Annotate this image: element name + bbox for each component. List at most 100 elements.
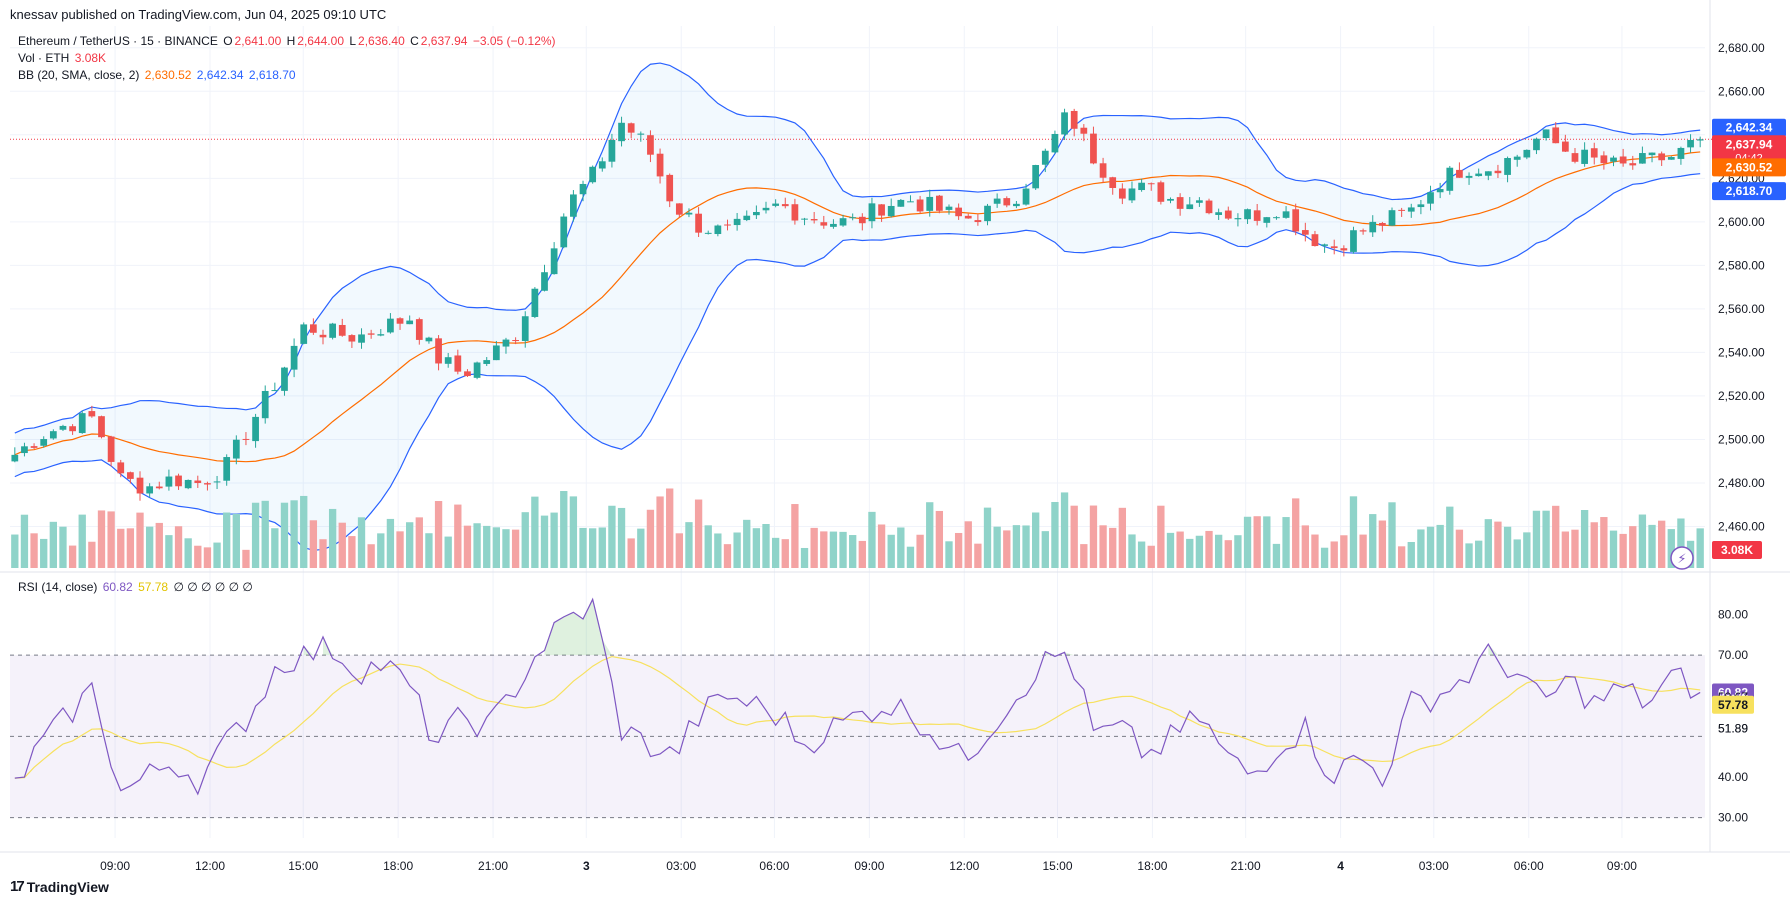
candle[interactable]: [358, 328, 365, 349]
candle[interactable]: [1253, 203, 1261, 226]
candle[interactable]: [849, 213, 857, 221]
candle[interactable]: [204, 481, 211, 491]
candle[interactable]: [1629, 155, 1637, 170]
candle[interactable]: [1600, 151, 1608, 170]
candle[interactable]: [1446, 165, 1454, 195]
candle[interactable]: [1504, 156, 1511, 183]
candle[interactable]: [290, 338, 298, 378]
candle[interactable]: [300, 322, 308, 345]
candle[interactable]: [878, 204, 885, 222]
candle[interactable]: [1128, 181, 1136, 204]
candle[interactable]: [425, 336, 433, 344]
candle[interactable]: [319, 329, 327, 345]
candle[interactable]: [974, 214, 982, 226]
candle[interactable]: [598, 157, 606, 172]
candle[interactable]: [271, 382, 279, 392]
candle[interactable]: [1648, 152, 1656, 163]
candle[interactable]: [733, 213, 741, 231]
candle[interactable]: [704, 230, 712, 235]
candle[interactable]: [810, 211, 818, 224]
candle[interactable]: [387, 313, 394, 334]
candle[interactable]: [1542, 129, 1550, 141]
candle[interactable]: [213, 475, 221, 490]
tradingview-brand[interactable]: 17 TradingView: [10, 878, 109, 895]
candle[interactable]: [743, 210, 751, 222]
candle[interactable]: [117, 459, 125, 478]
candle[interactable]: [1099, 157, 1107, 183]
candle[interactable]: [1561, 134, 1569, 153]
symbol-legend[interactable]: Ethereum / TetherUS · 15 · BINANCE O 2,64…: [18, 34, 558, 48]
candle[interactable]: [1215, 208, 1223, 220]
candle[interactable]: [531, 287, 539, 319]
candle[interactable]: [127, 471, 134, 484]
candle[interactable]: [1436, 182, 1444, 199]
candle[interactable]: [464, 369, 471, 377]
candle[interactable]: [1109, 176, 1117, 195]
candle[interactable]: [916, 195, 924, 214]
candle[interactable]: [1224, 206, 1232, 221]
candle[interactable]: [858, 213, 866, 231]
candle[interactable]: [1080, 124, 1088, 142]
candle[interactable]: [165, 469, 173, 491]
candle[interactable]: [232, 435, 240, 465]
candle[interactable]: [1196, 197, 1203, 207]
candle[interactable]: [685, 208, 693, 218]
candle[interactable]: [1070, 108, 1078, 137]
candle[interactable]: [560, 213, 568, 249]
candle[interactable]: [1619, 148, 1627, 167]
candle[interactable]: [550, 242, 558, 275]
bb-legend[interactable]: BB (20, SMA, close, 2) 2,630.52 2,642.34…: [18, 68, 298, 82]
candle[interactable]: [261, 385, 269, 424]
candle[interactable]: [155, 481, 163, 490]
candle[interactable]: [1138, 178, 1145, 192]
candle[interactable]: [820, 215, 828, 229]
candle[interactable]: [964, 213, 972, 219]
candle[interactable]: [338, 318, 346, 337]
candle[interactable]: [377, 329, 385, 337]
candle[interactable]: [1061, 108, 1068, 140]
candle[interactable]: [675, 203, 683, 218]
candle[interactable]: [1147, 182, 1155, 191]
candle[interactable]: [59, 424, 67, 432]
candle[interactable]: [473, 361, 481, 380]
candle[interactable]: [695, 207, 702, 237]
candle[interactable]: [69, 424, 76, 435]
candle[interactable]: [1475, 168, 1483, 177]
candle[interactable]: [415, 317, 423, 345]
candle[interactable]: [570, 190, 577, 222]
candle[interactable]: [1667, 156, 1675, 160]
candle[interactable]: [762, 201, 770, 214]
candle[interactable]: [1639, 146, 1646, 164]
candle[interactable]: [483, 357, 491, 367]
candle[interactable]: [1167, 197, 1174, 204]
candle[interactable]: [714, 224, 722, 237]
candle[interactable]: [1350, 226, 1357, 254]
candle[interactable]: [541, 264, 548, 292]
candle[interactable]: [1427, 185, 1434, 211]
candle[interactable]: [21, 442, 28, 457]
candle[interactable]: [1369, 215, 1377, 237]
candle[interactable]: [107, 435, 115, 467]
candle[interactable]: [1465, 172, 1473, 185]
candle[interactable]: [1311, 230, 1319, 247]
candle[interactable]: [454, 349, 462, 375]
candle[interactable]: [1041, 148, 1049, 173]
candle[interactable]: [1677, 146, 1685, 165]
candle[interactable]: [78, 410, 86, 434]
candle[interactable]: [781, 197, 789, 209]
candle[interactable]: [656, 148, 664, 184]
candle[interactable]: [907, 195, 914, 203]
candle[interactable]: [724, 219, 731, 231]
candle[interactable]: [1022, 183, 1030, 206]
candle[interactable]: [647, 130, 654, 163]
candle[interactable]: [309, 318, 317, 335]
candle[interactable]: [1456, 162, 1463, 178]
candle[interactable]: [868, 197, 876, 229]
volume-legend[interactable]: Vol · ETH 3.08K: [18, 51, 108, 65]
candlesticks[interactable]: [11, 108, 1704, 501]
candle[interactable]: [666, 173, 674, 208]
candle[interactable]: [1032, 164, 1040, 190]
candle[interactable]: [30, 443, 38, 450]
candle[interactable]: [281, 366, 288, 396]
candle[interactable]: [1013, 201, 1020, 209]
